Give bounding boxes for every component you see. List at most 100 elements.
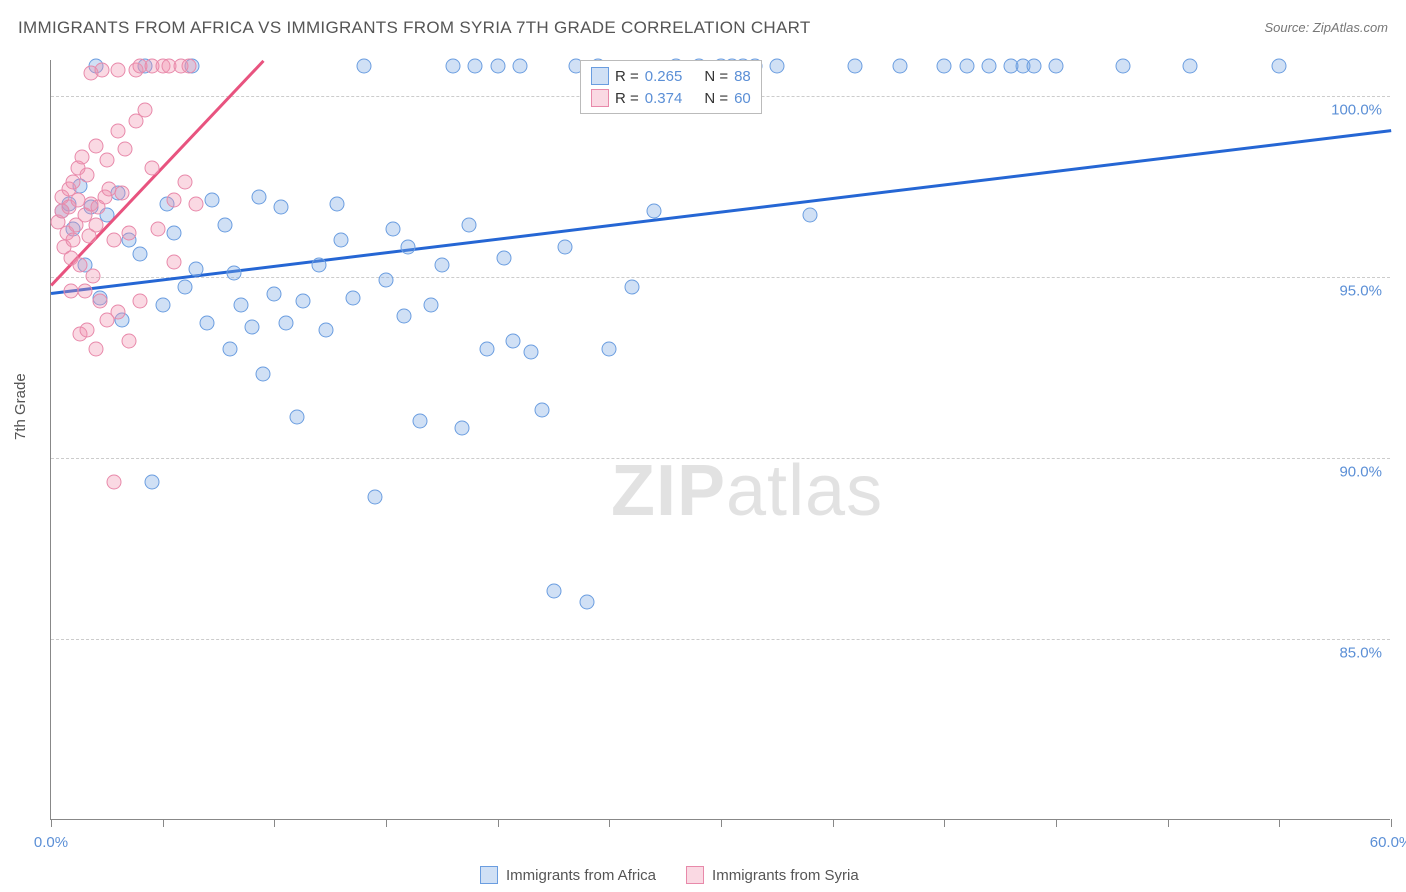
data-point (64, 283, 79, 298)
data-point (334, 232, 349, 247)
data-point (88, 138, 103, 153)
x-tick (1391, 819, 1392, 827)
r-value-africa: 0.265 (645, 68, 683, 85)
correlation-legend: R = 0.265 N = 88 R = 0.374 N = 60 (580, 60, 762, 114)
data-point (524, 345, 539, 360)
data-point (546, 584, 561, 599)
x-tick (51, 819, 52, 827)
data-point (412, 413, 427, 428)
data-point (479, 341, 494, 356)
data-point (106, 475, 121, 490)
data-point (1026, 59, 1041, 74)
watermark: ZIPatlas (611, 450, 883, 532)
data-point (99, 312, 114, 327)
data-point (106, 232, 121, 247)
chart-title: IMMIGRANTS FROM AFRICA VS IMMIGRANTS FRO… (18, 18, 811, 38)
data-point (959, 59, 974, 74)
x-tick (498, 819, 499, 827)
legend-swatch-syria (591, 89, 609, 107)
data-point (178, 175, 193, 190)
data-point (151, 222, 166, 237)
legend-label-africa: Immigrants from Africa (506, 867, 656, 884)
legend-row-africa: R = 0.265 N = 88 (591, 65, 751, 87)
data-point (73, 258, 88, 273)
data-point (356, 59, 371, 74)
data-point (1183, 59, 1198, 74)
r-label: R = (615, 90, 639, 107)
data-point (189, 196, 204, 211)
data-point (401, 240, 416, 255)
data-point (396, 308, 411, 323)
data-point (312, 258, 327, 273)
data-point (345, 290, 360, 305)
data-point (267, 287, 282, 302)
data-point (490, 59, 505, 74)
data-point (892, 59, 907, 74)
scatter-plot-area: ZIPatlas 85.0%90.0%95.0%100.0%0.0%60.0% (50, 60, 1390, 820)
data-point (803, 207, 818, 222)
data-point (245, 319, 260, 334)
r-label: R = (615, 68, 639, 85)
data-point (647, 204, 662, 219)
x-tick (944, 819, 945, 827)
legend-item-africa: Immigrants from Africa (480, 866, 656, 884)
data-point (77, 283, 92, 298)
x-tick (609, 819, 610, 827)
data-point (461, 218, 476, 233)
data-point (367, 489, 382, 504)
data-point (75, 149, 90, 164)
data-point (454, 421, 469, 436)
data-point (88, 218, 103, 233)
data-point (166, 225, 181, 240)
data-point (79, 167, 94, 182)
data-point (182, 59, 197, 74)
data-point (468, 59, 483, 74)
data-point (446, 59, 461, 74)
y-tick-label: 90.0% (1339, 464, 1382, 481)
data-point (1049, 59, 1064, 74)
watermark-bold: ZIP (611, 451, 726, 531)
x-tick (386, 819, 387, 827)
data-point (513, 59, 528, 74)
data-point (602, 341, 617, 356)
legend-swatch-africa (591, 67, 609, 85)
data-point (111, 124, 126, 139)
trend-line (51, 129, 1391, 294)
data-point (218, 218, 233, 233)
data-point (115, 185, 130, 200)
data-point (200, 316, 215, 331)
data-point (233, 298, 248, 313)
watermark-light: atlas (726, 451, 883, 531)
x-tick (1056, 819, 1057, 827)
data-point (133, 247, 148, 262)
data-point (937, 59, 952, 74)
gridline (51, 277, 1390, 278)
y-tick-label: 85.0% (1339, 645, 1382, 662)
data-point (122, 225, 137, 240)
legend-label-syria: Immigrants from Syria (712, 867, 859, 884)
data-point (122, 334, 137, 349)
data-point (624, 280, 639, 295)
data-point (227, 265, 242, 280)
data-point (289, 410, 304, 425)
data-point (251, 189, 266, 204)
data-point (506, 334, 521, 349)
legend-swatch-africa-bottom (480, 866, 498, 884)
data-point (204, 193, 219, 208)
y-tick-label: 100.0% (1331, 102, 1382, 119)
data-point (111, 62, 126, 77)
n-value-syria: 60 (734, 90, 751, 107)
data-point (66, 232, 81, 247)
data-point (296, 294, 311, 309)
data-point (434, 258, 449, 273)
data-point (144, 160, 159, 175)
r-value-syria: 0.374 (645, 90, 683, 107)
source-attribution: Source: ZipAtlas.com (1264, 20, 1388, 35)
data-point (189, 261, 204, 276)
data-point (580, 594, 595, 609)
x-tick (833, 819, 834, 827)
data-point (93, 294, 108, 309)
data-point (178, 280, 193, 295)
data-point (86, 269, 101, 284)
data-point (982, 59, 997, 74)
